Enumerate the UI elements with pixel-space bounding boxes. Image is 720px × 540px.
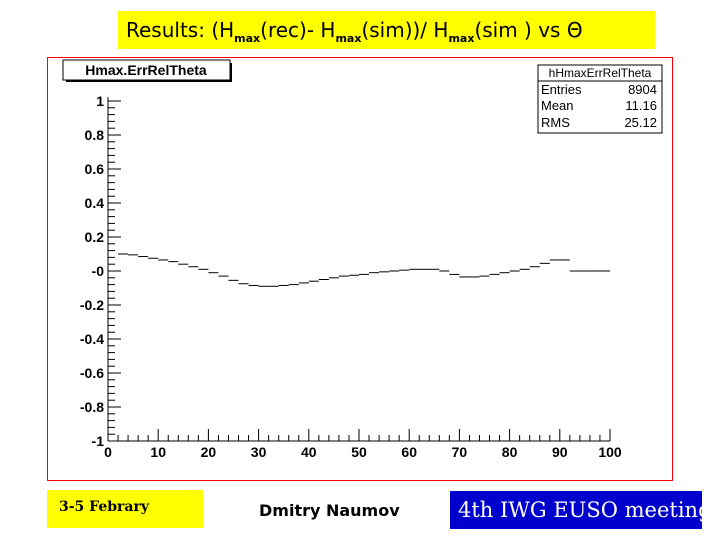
plot-frame <box>47 57 673 481</box>
footer-date: 3-5 Febrary <box>47 490 203 528</box>
x-tick-label: 30 <box>251 444 267 460</box>
x-tick-label: 10 <box>150 444 166 460</box>
x-tick-label: 100 <box>598 444 622 460</box>
stats-value-mean: 11.16 <box>625 98 657 113</box>
histogram-chart: -1 -0.8 -0.6 -0.4 -0.2 -0 0.2 0.4 0.6 0.8 1 0 10 20 3… <box>48 58 672 480</box>
stats-value-rms: 25.12 <box>624 115 657 130</box>
y-tick-label: -0.2 <box>80 297 104 313</box>
x-tick-label: 50 <box>351 444 367 460</box>
y-ticks: -1 -0.8 -0.6 -0.4 -0.2 -0 0.2 0.4 0.6 0.8 1 <box>80 93 121 449</box>
x-tick-label: 90 <box>552 444 568 460</box>
y-tick-label: -0.6 <box>80 365 104 381</box>
slide-title: Results: (Hmax(rec)- Hmax(sim))/ Hmax(si… <box>118 11 655 49</box>
x-tick-label: 40 <box>301 444 317 460</box>
stats-value-entries: 8904 <box>628 82 657 97</box>
stats-label-rms: RMS <box>541 115 570 130</box>
x-tick-label: 70 <box>452 444 468 460</box>
stats-name: hHmaxErrRelTheta <box>549 66 652 80</box>
x-tick-label: 60 <box>401 444 417 460</box>
histogram-title-box: Hmax.ErrRelTheta <box>62 59 232 82</box>
x-ticks: 0 10 20 30 40 50 60 70 80 90 100 <box>104 429 622 460</box>
x-tick-label: 20 <box>201 444 217 460</box>
y-tick-label: -1 <box>92 433 105 449</box>
y-tick-label: 0.2 <box>85 229 105 245</box>
footer-author: Dmitry Naumov <box>259 501 400 520</box>
y-tick-label: 0.4 <box>85 195 105 211</box>
y-tick-label: 1 <box>96 93 104 109</box>
profile-points <box>118 253 610 287</box>
histogram-title: Hmax.ErrRelTheta <box>85 62 207 78</box>
stats-box: hHmaxErrRelTheta Entries 8904 Mean 11.16… <box>537 64 663 134</box>
y-tick-label: 0.8 <box>85 127 105 143</box>
y-tick-label: -0.4 <box>80 331 104 347</box>
x-tick-label: 80 <box>502 444 518 460</box>
stats-label-entries: Entries <box>541 82 582 97</box>
footer-meeting: 4th IWG EUSO meeting <box>450 491 712 529</box>
y-tick-label: -0.8 <box>80 399 104 415</box>
y-tick-label: -0 <box>92 263 105 279</box>
x-tick-label: 0 <box>104 444 112 460</box>
stats-label-mean: Mean <box>541 98 574 113</box>
y-tick-label: 0.6 <box>85 161 105 177</box>
